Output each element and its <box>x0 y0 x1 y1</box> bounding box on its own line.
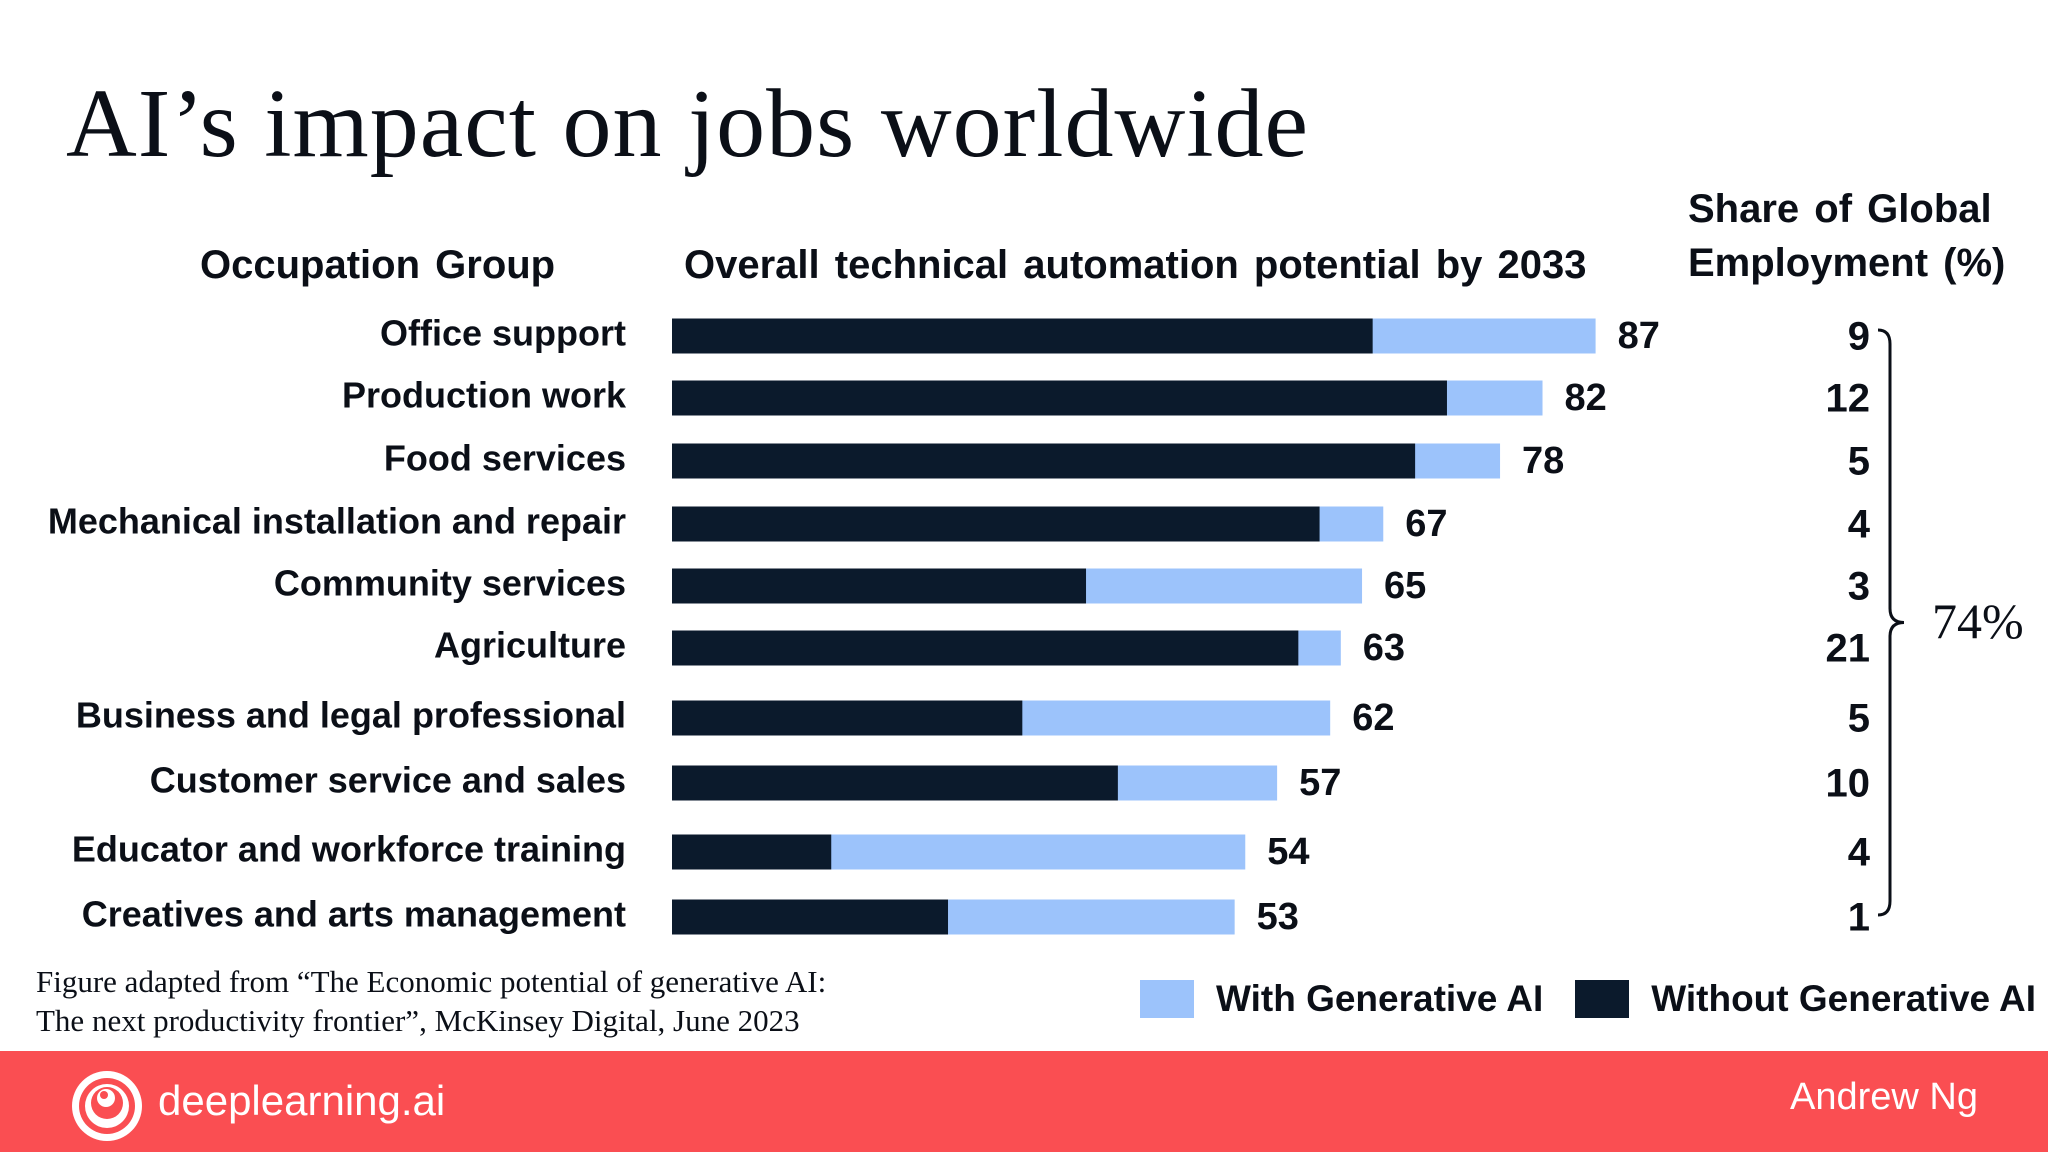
share-group-brace <box>1877 328 1905 917</box>
bar-value-label: 65 <box>1384 565 1426 607</box>
global-employment-header: Share of Global Employment (%) <box>1688 182 2005 290</box>
bar-without-gen-ai <box>672 380 1447 416</box>
bar-without-gen-ai <box>672 630 1299 666</box>
category-label: Agriculture <box>434 625 626 666</box>
bar-without-gen-ai <box>672 765 1118 801</box>
source-line-2: The next productivity frontier”, McKinse… <box>36 1003 800 1038</box>
global-employment-header-line2: Employment (%) <box>1688 241 2006 285</box>
bar-without-gen-ai <box>672 834 832 870</box>
figure-source-note: Figure adapted from “The Economic potent… <box>36 962 996 1040</box>
bar-without-gen-ai <box>672 568 1087 604</box>
bar-without-gen-ai <box>672 899 949 935</box>
author-name: Andrew Ng <box>1790 1076 1978 1118</box>
bar-value-label: 62 <box>1352 697 1394 739</box>
category-label: Office support <box>380 313 626 354</box>
bar-value-label: 53 <box>1257 896 1299 938</box>
brand-name: deeplearning.ai <box>158 1077 446 1124</box>
bar-value-label: 67 <box>1405 503 1447 545</box>
occupation-group-header: Occupation Group <box>200 243 556 287</box>
bar-without-gen-ai <box>672 443 1416 479</box>
employment-share-value: 4 <box>1848 503 1871 547</box>
page-title: AI’s impact on jobs worldwide <box>66 70 1309 178</box>
legend-swatch-with-gen-ai <box>1140 980 1194 1018</box>
bar-without-gen-ai <box>672 506 1320 542</box>
automation-bar-chart: Office support 87 9 Production work 82 12 Food… <box>48 313 2024 940</box>
employment-share-value: 3 <box>1848 565 1870 609</box>
legend-label-with-gen-ai: With Generative AI <box>1216 978 1544 1019</box>
employment-share-value: 21 <box>1826 627 1871 671</box>
employment-share-value: 4 <box>1848 831 1871 875</box>
employment-share-value: 5 <box>1848 440 1870 484</box>
employment-share-value: 5 <box>1848 697 1870 741</box>
global-employment-header-line1: Share of Global <box>1688 187 1992 231</box>
category-label: Production work <box>342 375 627 416</box>
bar-value-label: 57 <box>1299 762 1341 804</box>
legend-swatch-without-gen-ai <box>1575 980 1630 1018</box>
legend-item-without-gen-ai: Without Generative AI <box>1575 978 2036 1020</box>
bar-value-label: 82 <box>1565 377 1607 419</box>
automation-potential-header: Overall technical automation potential b… <box>684 243 1587 287</box>
category-label: Mechanical installation and repair <box>48 501 626 542</box>
category-label: Customer service and sales <box>150 760 626 801</box>
bar-without-gen-ai <box>672 700 1023 736</box>
bar-value-label: 87 <box>1618 315 1660 357</box>
bar-value-label: 78 <box>1522 440 1564 482</box>
category-label: Business and legal professional <box>76 695 626 736</box>
bar-without-gen-ai <box>672 318 1373 354</box>
source-line-1: Figure adapted from “The Economic potent… <box>36 964 827 999</box>
bar-value-label: 63 <box>1363 627 1405 669</box>
category-label: Educator and workforce training <box>72 829 626 870</box>
share-total-label: 74% <box>1932 593 2024 649</box>
category-label: Community services <box>274 563 626 604</box>
employment-share-value: 1 <box>1848 896 1870 940</box>
category-label: Creatives and arts management <box>82 894 626 935</box>
employment-share-value: 12 <box>1826 377 1871 421</box>
bar-value-label: 54 <box>1267 831 1309 873</box>
employment-share-value: 10 <box>1826 762 1871 806</box>
employment-share-value: 9 <box>1848 315 1870 359</box>
legend-label-without-gen-ai: Without Generative AI <box>1651 978 2037 1019</box>
deeplearning-logo-icon <box>72 1071 142 1141</box>
category-label: Food services <box>384 438 626 479</box>
legend-item-with-gen-ai: With Generative AI <box>1140 978 1543 1020</box>
chart-legend: With Generative AI Without Generative AI <box>1140 978 2048 1020</box>
footer-bar: deeplearning.ai Andrew Ng <box>0 1051 2048 1152</box>
